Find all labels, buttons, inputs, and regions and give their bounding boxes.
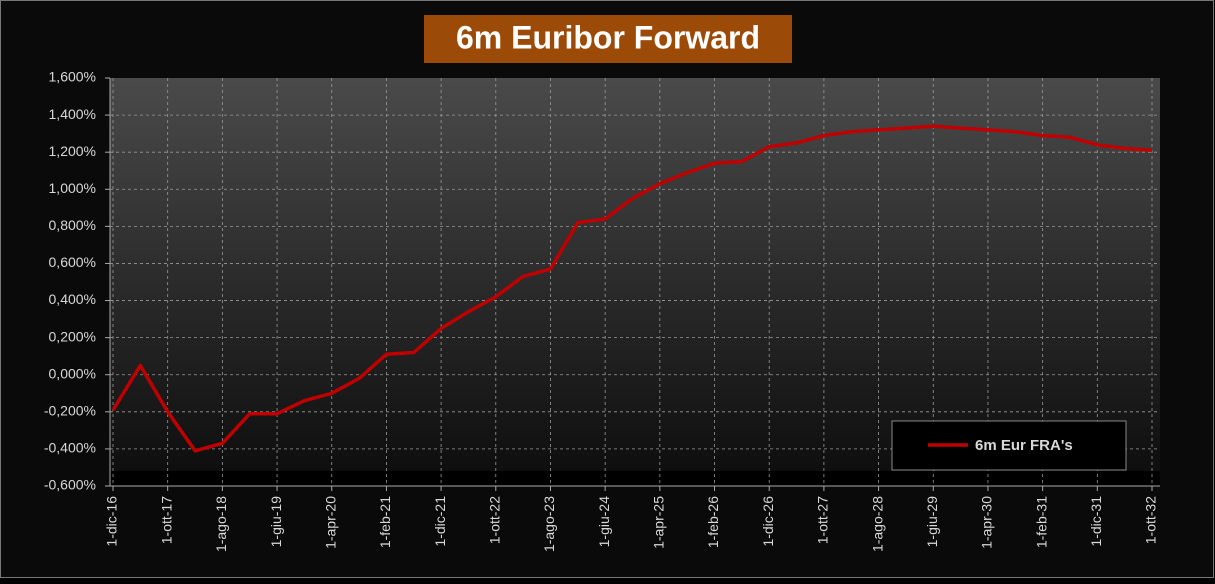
y-tick-label: 0,200% xyxy=(49,328,96,344)
y-tick-label: 0,600% xyxy=(49,254,96,270)
y-tick-label: -0,600% xyxy=(44,477,96,493)
line xyxy=(111,124,1153,453)
x-tick-label: 1-ott-32 xyxy=(1143,496,1159,544)
chart-title: 6m Euribor Forward xyxy=(456,19,760,55)
y-tick-label: 1,000% xyxy=(49,180,96,196)
x-tick-label: 1-giu-24 xyxy=(596,496,612,548)
plot-floor xyxy=(110,471,1160,486)
x-tick-label: 1-apr-20 xyxy=(322,496,338,549)
legend-label: 6m Eur FRA's xyxy=(975,437,1073,454)
x-tick-label: 1-feb-31 xyxy=(1033,496,1049,548)
x-tick-label: 1-ott-27 xyxy=(815,496,831,544)
x-tick-label: 1-dic-16 xyxy=(104,496,120,547)
x-tick-label: 1-feb-26 xyxy=(705,496,721,548)
y-tick-label: 0,000% xyxy=(49,365,96,381)
x-tick-label: 1-ago-18 xyxy=(213,496,229,552)
x-tick-label: 1-giu-19 xyxy=(268,496,284,548)
x-tick-label: 1-ago-28 xyxy=(869,496,885,552)
y-tick-label: -0,200% xyxy=(44,403,96,419)
x-tick-label: 1-ago-23 xyxy=(541,496,557,552)
x-tick-label: 1-feb-21 xyxy=(377,496,393,548)
y-tick-label: 1,400% xyxy=(49,106,96,122)
x-tick-label: 1-apr-25 xyxy=(651,496,667,549)
y-tick-label: -0,400% xyxy=(44,440,96,456)
x-tick-label: 1-giu-29 xyxy=(924,496,940,548)
y-tick-label: 1,200% xyxy=(49,143,96,159)
x-tick-label: 1-dic-21 xyxy=(432,496,448,547)
y-tick-label: 0,800% xyxy=(49,217,96,233)
y-tick-label: 0,400% xyxy=(49,291,96,307)
x-tick-label: 1-apr-30 xyxy=(979,496,995,549)
x-tick-label: 1-dic-31 xyxy=(1088,496,1104,547)
x-tick-label: 1-dic-26 xyxy=(760,496,776,547)
plot-area xyxy=(110,78,1160,486)
x-tick-label: 1-ott-22 xyxy=(486,496,502,544)
title-box xyxy=(424,15,792,63)
x-tick-label: 1-ott-17 xyxy=(158,496,174,544)
y-tick-label: 1,600% xyxy=(49,69,96,85)
